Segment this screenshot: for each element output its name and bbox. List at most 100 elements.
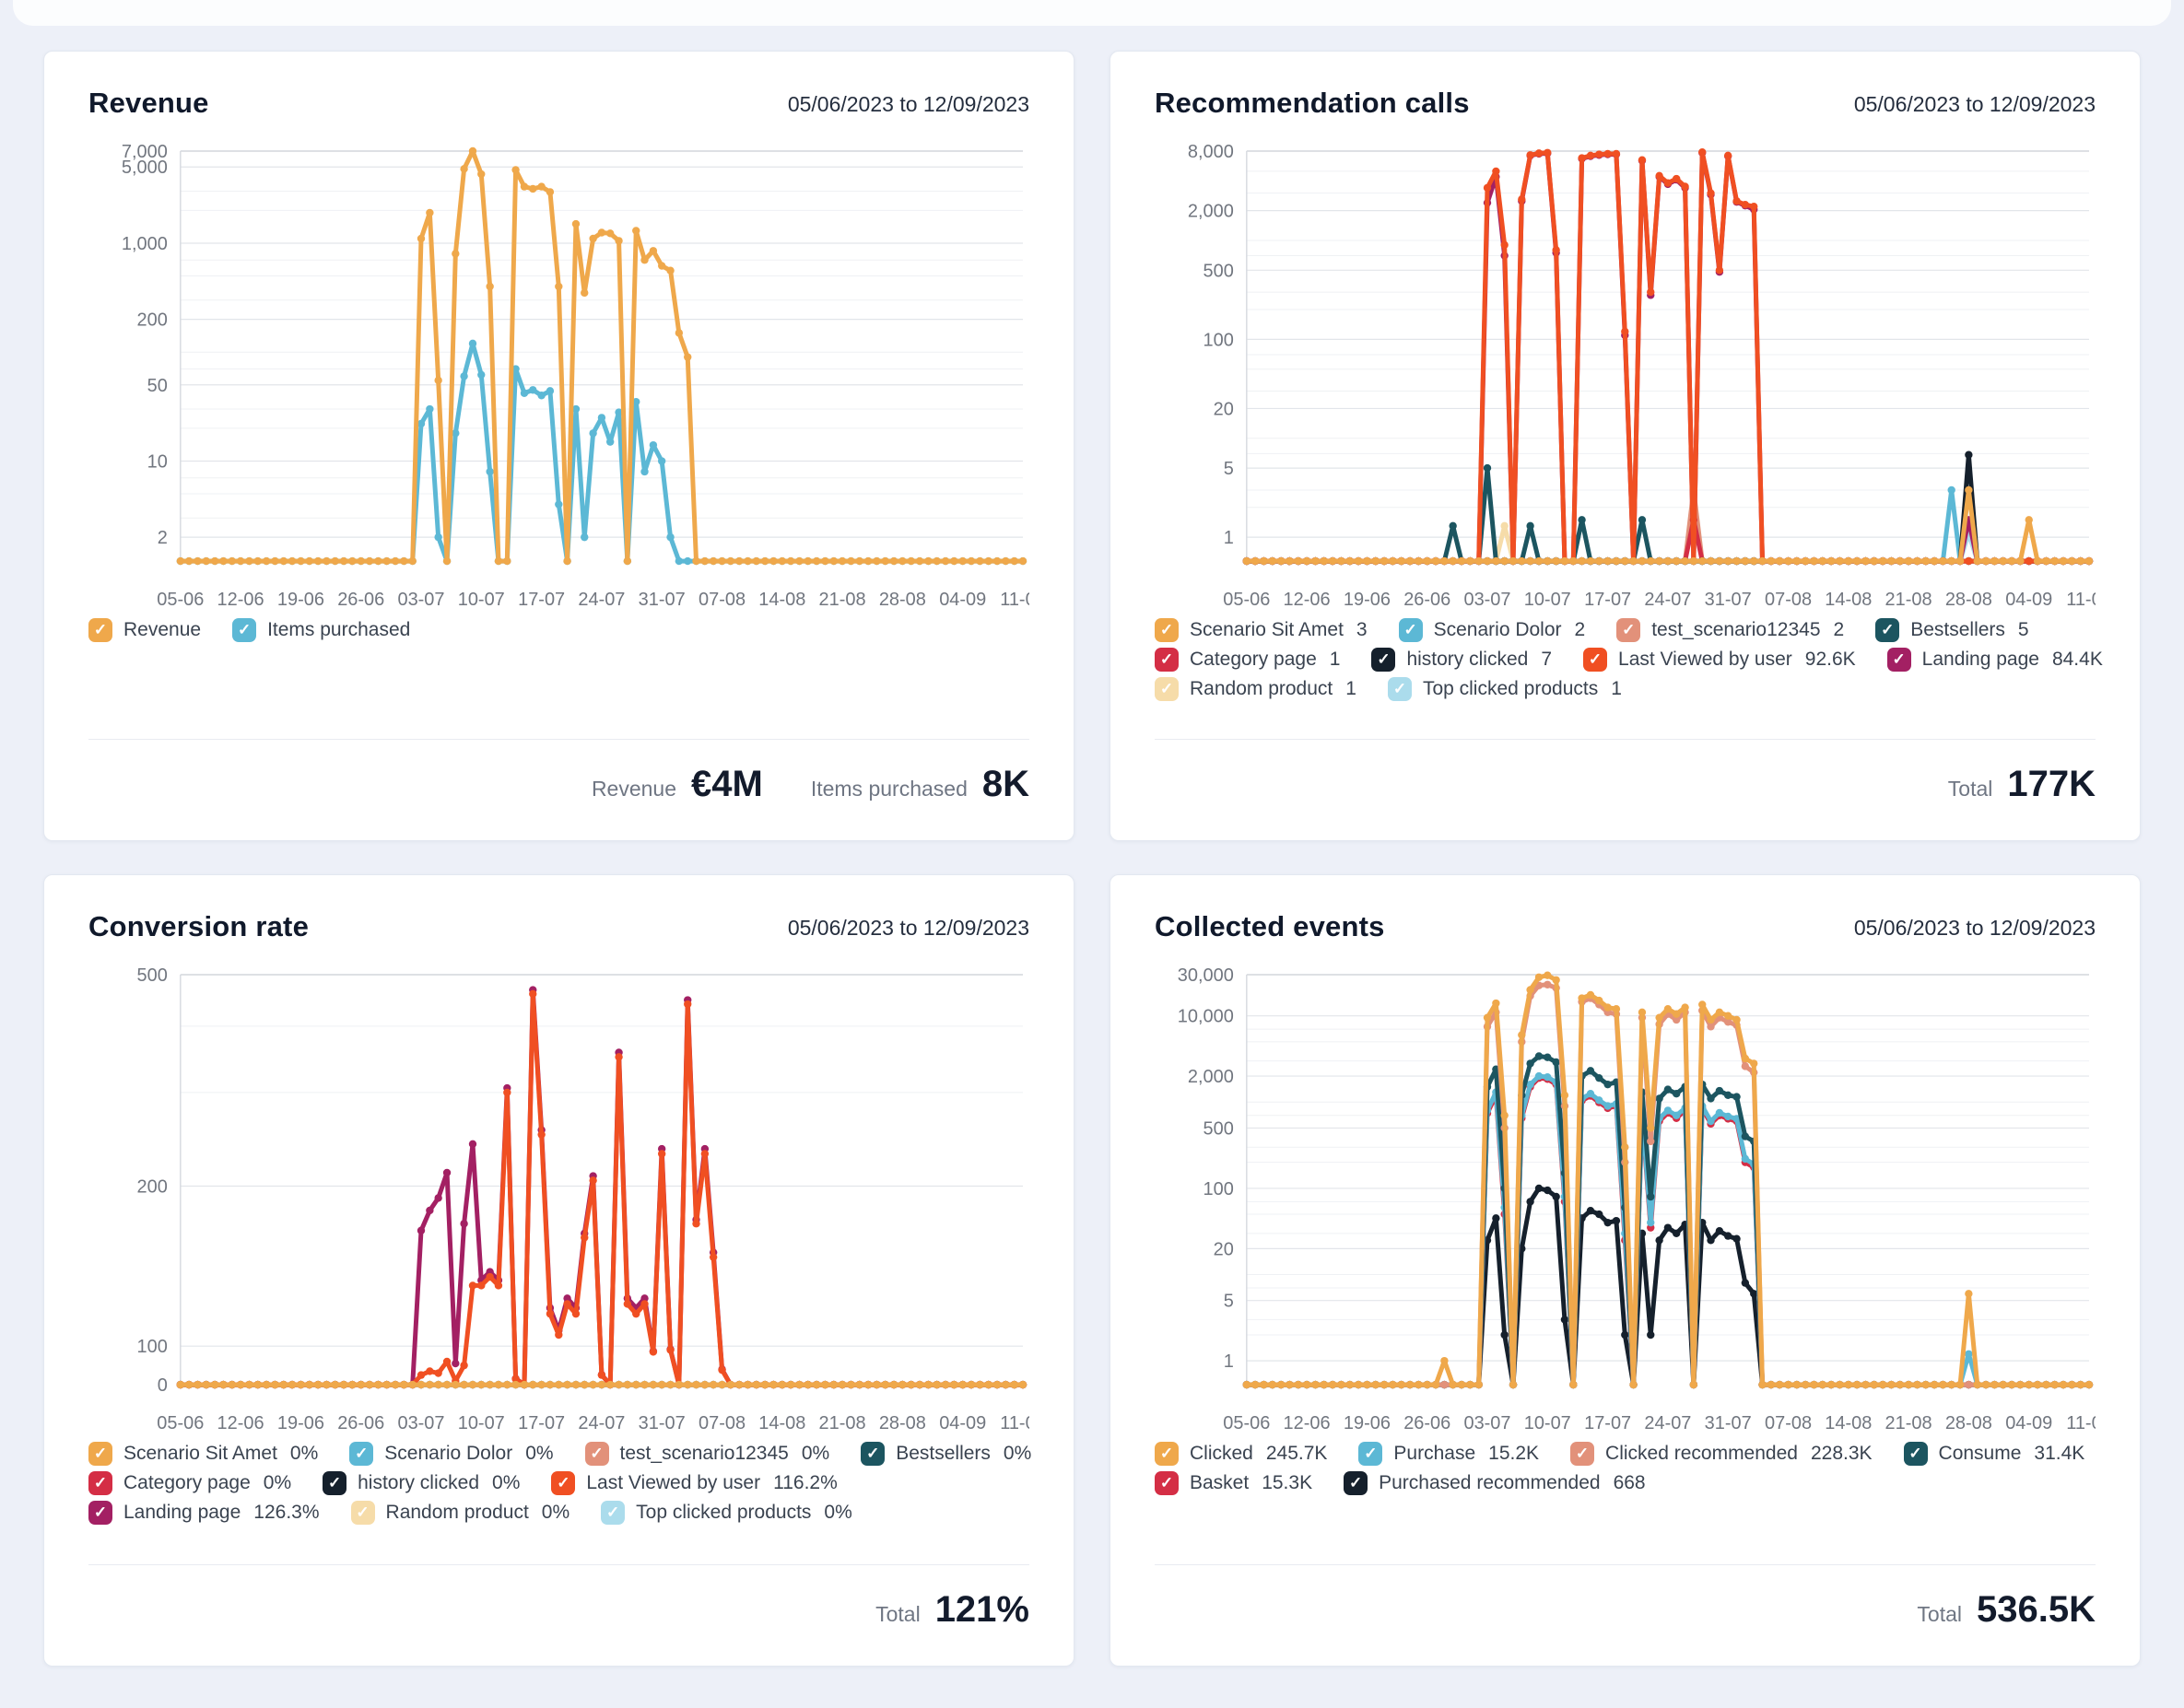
legend-label: Purchase [1393, 1442, 1476, 1464]
checkbox-checked-icon[interactable]: ✓ [88, 617, 112, 642]
svg-text:04-09: 04-09 [939, 590, 986, 610]
legend-label: Consume [1938, 1442, 2022, 1464]
checkbox-checked-icon[interactable]: ✓ [88, 1470, 112, 1495]
svg-text:03-07: 03-07 [397, 1413, 444, 1433]
checkbox-checked-icon[interactable]: ✓ [1616, 617, 1641, 642]
checkbox-checked-icon[interactable]: ✓ [232, 617, 257, 642]
legend-item-purchased-recommended[interactable]: ✓ Purchased recommended 668 [1344, 1470, 1646, 1495]
legend-item-scenario-sit-amet[interactable]: ✓ Scenario Sit Amet 0% [88, 1441, 318, 1466]
legend-item-test-scenario12345[interactable]: ✓ test_scenario12345 0% [584, 1441, 829, 1466]
checkbox-checked-icon[interactable]: ✓ [323, 1470, 347, 1495]
legend-value: 126.3% [253, 1501, 320, 1523]
svg-text:14-08: 14-08 [1825, 1413, 1872, 1433]
legend-item-clicked-recommended[interactable]: ✓ Clicked recommended 228.3K [1570, 1441, 1873, 1466]
svg-text:19-06: 19-06 [1344, 1413, 1391, 1433]
svg-text:04-09: 04-09 [2005, 1413, 2052, 1433]
svg-text:14-08: 14-08 [758, 590, 805, 610]
svg-text:11-09: 11-09 [2066, 590, 2096, 610]
checkbox-checked-icon[interactable]: ✓ [1875, 617, 1900, 642]
chart: 7,000 5,000 1,000 200 50 10 2 05-06 12-06 19-06 26… [88, 140, 1029, 611]
checkbox-checked-icon[interactable]: ✓ [1155, 1441, 1179, 1466]
total-value: 536.5K [1977, 1589, 2096, 1630]
checkbox-checked-icon[interactable]: ✓ [88, 1500, 112, 1525]
legend-item-bestsellers[interactable]: ✓ Bestsellers 5 [1875, 617, 2029, 642]
checkbox-checked-icon[interactable]: ✓ [1903, 1441, 1928, 1466]
legend-label: history clicked [1406, 648, 1529, 670]
checkbox-checked-icon[interactable]: ✓ [88, 1441, 112, 1466]
legend-item-consume[interactable]: ✓ Consume 31.4K [1903, 1441, 2084, 1466]
checkbox-checked-icon[interactable]: ✓ [1155, 617, 1179, 642]
checkbox-checked-icon[interactable]: ✓ [349, 1441, 374, 1466]
checkbox-checked-icon[interactable]: ✓ [1155, 676, 1179, 701]
svg-text:10-07: 10-07 [1524, 590, 1571, 610]
legend-item-top-clicked-products[interactable]: ✓ Top clicked products 1 [1387, 676, 1622, 701]
legend-item-landing-page[interactable]: ✓ Landing page 84.4K [1886, 647, 2103, 672]
checkbox-checked-icon[interactable]: ✓ [1387, 676, 1412, 701]
svg-text:17-07: 17-07 [518, 590, 565, 610]
checkbox-checked-icon[interactable]: ✓ [1371, 647, 1396, 672]
panel-card-conversion-rate: Conversion rate 05/06/2023 to 12/09/2023… [43, 874, 1074, 1667]
checkbox-checked-icon[interactable]: ✓ [1358, 1441, 1383, 1466]
legend-item-basket[interactable]: ✓ Basket 15.3K [1155, 1470, 1312, 1495]
divider [1155, 1564, 2096, 1565]
legend-item-category-page[interactable]: ✓ Category page 0% [88, 1470, 291, 1495]
legend-value: 1 [1345, 677, 1356, 699]
total-value: 177K [2007, 764, 2096, 804]
legend-item-random-product[interactable]: ✓ Random product 0% [350, 1500, 569, 1525]
legend-item-items-purchased[interactable]: ✓ Items purchased [232, 617, 410, 642]
legend-item-last-viewed-by-user[interactable]: ✓ Last Viewed by user 116.2% [551, 1470, 838, 1495]
legend-item-last-viewed-by-user[interactable]: ✓ Last Viewed by user 92.6K [1583, 647, 1856, 672]
legend-item-scenario-sit-amet[interactable]: ✓ Scenario Sit Amet 3 [1155, 617, 1368, 642]
date-range: 05/06/2023 to 12/09/2023 [787, 916, 1029, 940]
checkbox-checked-icon[interactable]: ✓ [584, 1441, 609, 1466]
svg-text:7,000: 7,000 [122, 142, 168, 162]
legend-value: 15.2K [1488, 1442, 1540, 1464]
legend-item-scenario-dolor[interactable]: ✓ Scenario Dolor 0% [349, 1441, 554, 1466]
legend-item-history-clicked[interactable]: ✓ history clicked 0% [323, 1470, 520, 1495]
checkbox-checked-icon[interactable]: ✓ [1886, 647, 1911, 672]
checkbox-checked-icon[interactable]: ✓ [1583, 647, 1608, 672]
checkbox-checked-icon[interactable]: ✓ [601, 1500, 626, 1525]
legend-label: Clicked [1190, 1442, 1253, 1464]
svg-text:12-06: 12-06 [217, 590, 264, 610]
svg-text:21-08: 21-08 [819, 590, 866, 610]
svg-text:10-07: 10-07 [1524, 1413, 1571, 1433]
checkbox-checked-icon[interactable]: ✓ [1398, 617, 1423, 642]
checkbox-checked-icon[interactable]: ✓ [350, 1500, 375, 1525]
legend-item-category-page[interactable]: ✓ Category page 1 [1155, 647, 1340, 672]
legend-label: Basket [1190, 1471, 1250, 1493]
legend-item-revenue[interactable]: ✓ Revenue [88, 617, 201, 642]
legend-value: 116.2% [773, 1471, 838, 1493]
panel-header: Revenue 05/06/2023 to 12/09/2023 [88, 87, 1029, 120]
checkbox-checked-icon[interactable]: ✓ [551, 1470, 576, 1495]
legend-row: ✓ Basket 15.3K ✓ Purchased recommended 668 [1155, 1470, 2096, 1495]
checkbox-checked-icon[interactable]: ✓ [1155, 647, 1179, 672]
checkbox-checked-icon[interactable]: ✓ [1344, 1470, 1368, 1495]
total-stat-total: Total 121% [875, 1589, 1029, 1631]
legend-label: test_scenario12345 [619, 1442, 789, 1464]
svg-text:5: 5 [1224, 459, 1234, 479]
checkbox-checked-icon[interactable]: ✓ [861, 1441, 886, 1466]
legend-label: Bestsellers [896, 1442, 991, 1464]
svg-text:21-08: 21-08 [1885, 1413, 1932, 1433]
legend-item-top-clicked-products[interactable]: ✓ Top clicked products 0% [601, 1500, 852, 1525]
divider [88, 739, 1029, 740]
svg-text:500: 500 [1204, 261, 1234, 281]
legend-item-clicked[interactable]: ✓ Clicked 245.7K [1155, 1441, 1327, 1466]
checkbox-checked-icon[interactable]: ✓ [1570, 1441, 1595, 1466]
legend-item-random-product[interactable]: ✓ Random product 1 [1155, 676, 1356, 701]
legend-item-purchase[interactable]: ✓ Purchase 15.2K [1358, 1441, 1540, 1466]
checkbox-checked-icon[interactable]: ✓ [1155, 1470, 1179, 1495]
panel-footer: Total 121% [88, 1564, 1029, 1631]
svg-text:07-08: 07-08 [1765, 1413, 1812, 1433]
legend: ✓ Revenue ✓ Items purchased [88, 617, 1029, 642]
legend-item-bestsellers[interactable]: ✓ Bestsellers 0% [861, 1441, 1031, 1466]
svg-text:1: 1 [1224, 528, 1234, 548]
legend-item-history-clicked[interactable]: ✓ history clicked 7 [1371, 647, 1552, 672]
legend-item-scenario-dolor[interactable]: ✓ Scenario Dolor 2 [1398, 617, 1585, 642]
svg-text:31-07: 31-07 [639, 1413, 686, 1433]
legend-item-test-scenario12345[interactable]: ✓ test_scenario12345 2 [1616, 617, 1844, 642]
legend-item-landing-page[interactable]: ✓ Landing page 126.3% [88, 1500, 320, 1525]
total-stat-revenue: Revenue €4M [592, 764, 763, 805]
svg-text:17-07: 17-07 [1584, 590, 1631, 610]
